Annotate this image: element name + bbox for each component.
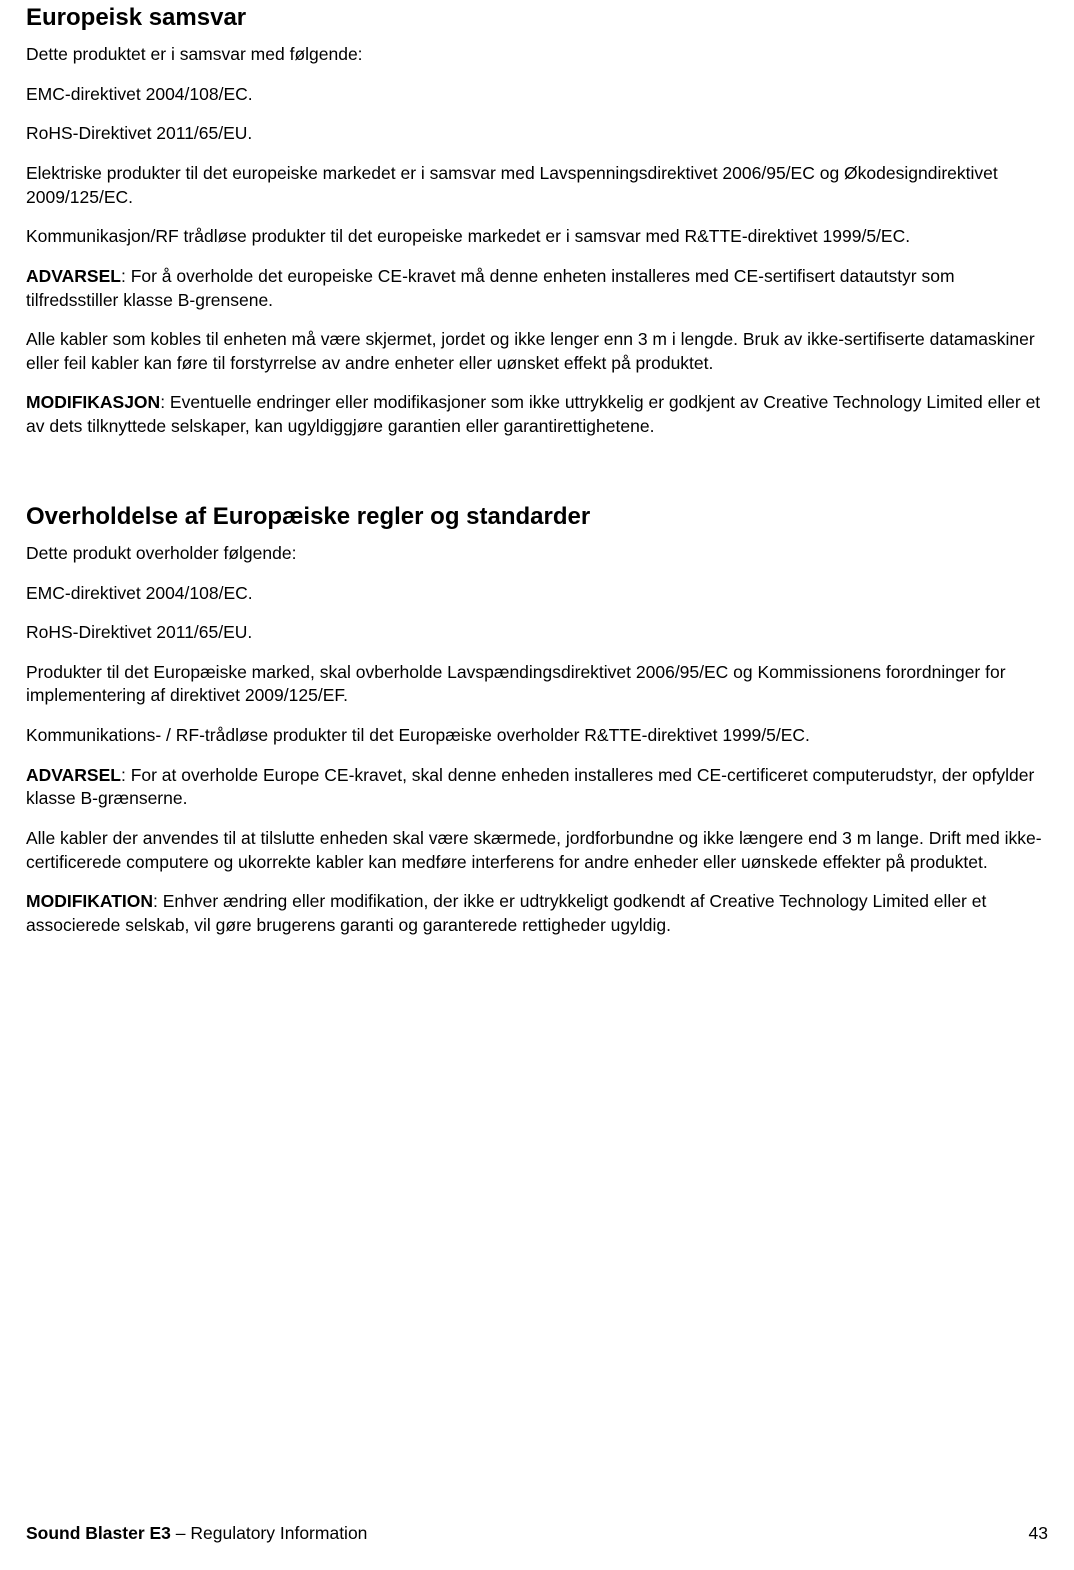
footer-separator: – <box>171 1523 190 1543</box>
page-footer: Sound Blaster E3 – Regulatory Informatio… <box>26 1523 1048 1544</box>
section2-p8: MODIFIKATION: Enhver ændring eller modif… <box>26 890 1048 937</box>
footer-left: Sound Blaster E3 – Regulatory Informatio… <box>26 1523 367 1544</box>
section2-p2: EMC-direktivet 2004/108/EC. <box>26 582 1048 606</box>
section2-heading: Overholdelse af Europæiske regler og sta… <box>26 501 1048 532</box>
section2-p6-label: ADVARSEL <box>26 765 121 785</box>
section2-p8-label: MODIFIKATION <box>26 891 153 911</box>
section2-p1: Dette produkt overholder følgende: <box>26 542 1048 566</box>
section1-p8: MODIFIKASJON: Eventuelle endringer eller… <box>26 391 1048 438</box>
section2-p4: Produkter til det Europæiske marked, ska… <box>26 661 1048 708</box>
footer-product: Sound Blaster E3 <box>26 1523 171 1543</box>
section2-p8-text: : Enhver ændring eller modifikation, der… <box>26 891 986 935</box>
section2-p7: Alle kabler der anvendes til at tilslutt… <box>26 827 1048 874</box>
section2-p6: ADVARSEL: For at overholde Europe CE-kra… <box>26 764 1048 811</box>
section1-p6-text: : For å overholde det europeiske CE-krav… <box>26 266 955 310</box>
section1-p6-label: ADVARSEL <box>26 266 121 286</box>
section1-p3: RoHS-Direktivet 2011/65/EU. <box>26 122 1048 146</box>
section2-p5: Kommunikations- / RF-trådløse produkter … <box>26 724 1048 748</box>
document-content: Europeisk samsvar Dette produktet er i s… <box>26 0 1048 937</box>
footer-page-number: 43 <box>1029 1523 1048 1544</box>
section1-p6: ADVARSEL: For å overholde det europeiske… <box>26 265 1048 312</box>
section1-heading: Europeisk samsvar <box>26 2 1048 33</box>
section2-p3: RoHS-Direktivet 2011/65/EU. <box>26 621 1048 645</box>
section1-p5: Kommunikasjon/RF trådløse produkter til … <box>26 225 1048 249</box>
section1-p8-label: MODIFIKASJON <box>26 392 160 412</box>
section1-p7: Alle kabler som kobles til enheten må væ… <box>26 328 1048 375</box>
section1-p4: Elektriske produkter til det europeiske … <box>26 162 1048 209</box>
footer-title: Regulatory Information <box>190 1523 367 1543</box>
section1-p2: EMC-direktivet 2004/108/EC. <box>26 83 1048 107</box>
section1-p8-text: : Eventuelle endringer eller modifikasjo… <box>26 392 1040 436</box>
section1-p1: Dette produktet er i samsvar med følgend… <box>26 43 1048 67</box>
section2-p6-text: : For at overholde Europe CE-kravet, ska… <box>26 765 1034 809</box>
